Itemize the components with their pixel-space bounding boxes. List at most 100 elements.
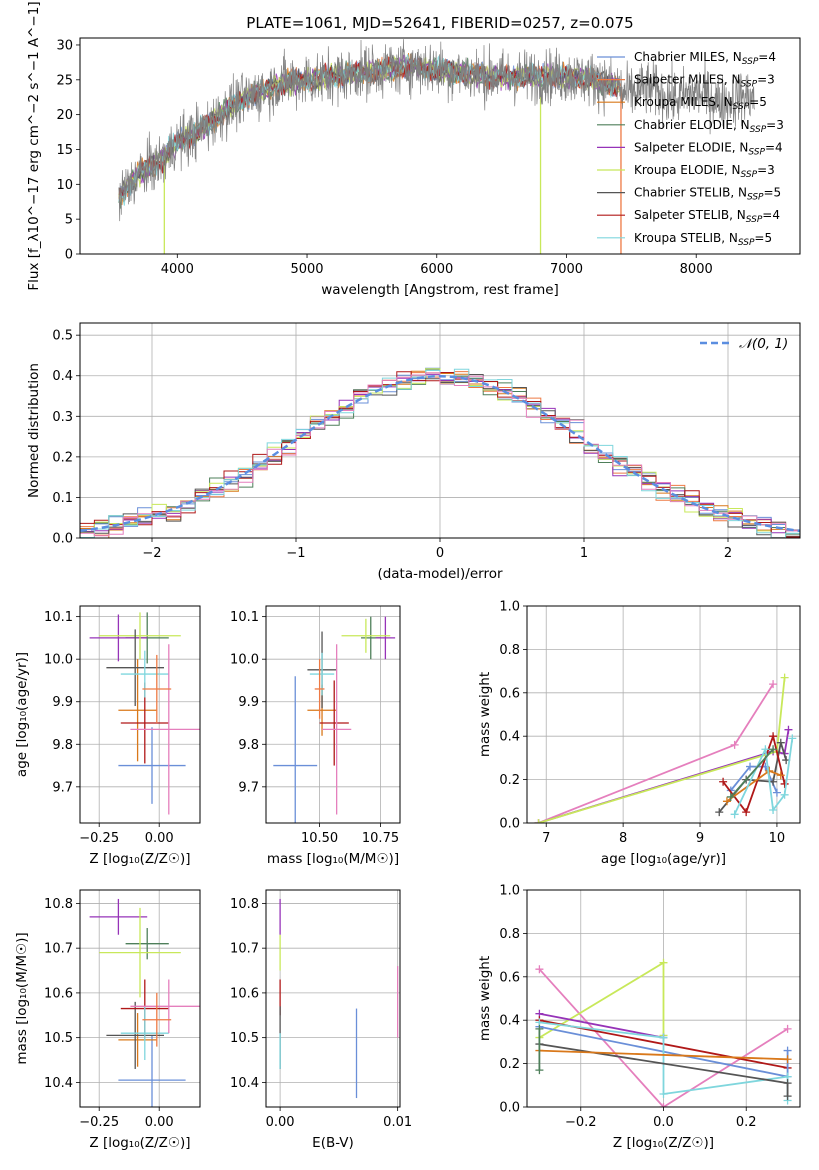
y-axis-label: mass [log₁₀(M/M☉)] xyxy=(14,932,30,1064)
y-tick-label: 0.6 xyxy=(499,970,520,985)
axes-frame xyxy=(265,605,401,824)
errorbar-point xyxy=(341,618,391,653)
legend-sub: SSP xyxy=(747,193,764,203)
axes-frame xyxy=(79,322,801,539)
weight-marker xyxy=(780,790,789,799)
x-tick-label: 4000 xyxy=(161,262,194,277)
y-tick-label: 10 xyxy=(56,178,73,193)
errorbar-point xyxy=(319,680,349,766)
y-tick-label: 0.8 xyxy=(499,927,520,942)
legend-label: Salpeter MILES, NSSP=3 xyxy=(634,73,775,90)
chart-age-vs-z: −0.25 0.00 9.7 9.8 9.9 10.0 10.1 Z [log₁₀(Z/Z☉)… xyxy=(14,605,201,867)
weight-marker xyxy=(719,777,728,786)
x-tick-label: 0.0 xyxy=(653,1115,674,1130)
axes-frame xyxy=(79,605,201,824)
weight-marker xyxy=(535,1024,544,1033)
legend-sub: SSP xyxy=(741,80,758,90)
y-tick-label: 9.9 xyxy=(52,695,73,710)
errorbar-point xyxy=(125,928,169,960)
weight-marker xyxy=(776,738,785,747)
weight-marker xyxy=(788,734,797,743)
y-tick-label: 10.7 xyxy=(230,942,259,957)
axes-frame xyxy=(79,37,801,255)
errorbar-point xyxy=(106,629,164,706)
x-tick-label: −1 xyxy=(286,546,305,561)
legend-sub: SSP xyxy=(750,125,767,135)
chart-residuals: −2 −1 0 1 2 0.0 0.1 0.2 0.3 0.4 0.5 (data-model)/er… xyxy=(26,322,801,582)
y-tick-label: 0.2 xyxy=(52,450,73,465)
weight-marker xyxy=(769,732,778,741)
y-axis-label: mass weight xyxy=(477,956,493,1041)
y-tick-label: 0.3 xyxy=(52,410,73,425)
y-tick-label: 0.2 xyxy=(499,773,520,788)
y-tick-label: 1.0 xyxy=(499,600,520,615)
x-axis-label: wavelength [Angstrom, rest frame] xyxy=(321,282,559,298)
plot-area xyxy=(279,898,399,1099)
y-tick-label: 0.5 xyxy=(52,329,73,344)
x-tick-label: 0.2 xyxy=(736,1115,757,1130)
y-tick-label: 10.8 xyxy=(230,897,259,912)
weight-line xyxy=(538,677,786,823)
y-tick-label: 0.1 xyxy=(52,491,73,506)
legend-sub: SSP xyxy=(746,215,763,225)
weight-marker xyxy=(534,819,543,823)
x-tick-label: 0.01 xyxy=(383,1115,412,1130)
y-tick-label: 0.4 xyxy=(499,1014,520,1029)
weight-line xyxy=(539,1012,664,1039)
weight-marker xyxy=(784,725,793,734)
weight-marker xyxy=(722,797,731,806)
data-spectrum xyxy=(118,39,755,222)
plot-area xyxy=(89,898,200,1107)
weight-marker xyxy=(730,740,739,749)
weight-marker xyxy=(783,1046,792,1055)
legend-value: =4 xyxy=(762,208,780,222)
legend-value: =3 xyxy=(757,163,775,177)
weight-marker xyxy=(746,762,755,771)
y-tick-label: 0 xyxy=(65,248,73,263)
errorbar-point xyxy=(273,676,318,823)
y-tick-label: 9.9 xyxy=(238,695,259,710)
chart-spectrum: 4000 5000 6000 7000 8000 0 5 10 15 20 25 30 waveleng… xyxy=(26,1,801,298)
y-tick-label: 0.0 xyxy=(499,1101,520,1116)
errorbar-point xyxy=(130,979,200,1034)
errorbar-point xyxy=(118,1035,186,1107)
y-axis-label: Normed distribution xyxy=(26,363,42,498)
y-axis-label: age [log₁₀(age/yr)] xyxy=(14,652,30,777)
x-tick-label: 0.00 xyxy=(145,831,174,846)
weight-marker xyxy=(783,1024,792,1033)
errorbar-point xyxy=(118,727,186,804)
x-axis-label: Z [log₁₀(Z/Z☉)] xyxy=(89,851,190,867)
weight-marker xyxy=(659,1103,668,1107)
x-tick-label: −0.25 xyxy=(79,1115,119,1130)
x-tick-label: −0.2 xyxy=(565,1115,597,1130)
plot-area xyxy=(80,367,800,538)
y-tick-label: 0.2 xyxy=(499,1057,520,1072)
x-axis-label: age [log₁₀(age/yr)] xyxy=(601,851,726,867)
y-tick-label: 0.8 xyxy=(499,643,520,658)
plot-area xyxy=(535,958,792,1107)
errorbar-point xyxy=(142,654,172,724)
y-tick-label: 10.0 xyxy=(230,653,259,668)
x-tick-label: 7 xyxy=(542,831,550,846)
y-tick-label: 10.4 xyxy=(44,1076,73,1091)
x-tick-label: 2 xyxy=(724,546,732,561)
x-tick-label: −2 xyxy=(142,546,161,561)
weight-marker xyxy=(742,808,751,817)
weight-marker xyxy=(780,673,789,682)
errorbar-point xyxy=(322,644,352,815)
x-tick-label: 0.00 xyxy=(145,1115,174,1130)
errorbar-point xyxy=(375,616,396,660)
x-axis-label: Z [log₁₀(Z/Z☉)] xyxy=(89,1135,190,1151)
x-tick-label: −0.25 xyxy=(79,831,119,846)
errorbar-point xyxy=(118,1013,157,1067)
weight-marker xyxy=(780,779,789,788)
legend-label: Chabrier ELODIE, NSSP=3 xyxy=(634,118,784,135)
figure-title: PLATE=1061, MJD=52641, FIBERID=0257, z=0… xyxy=(246,14,633,32)
x-tick-label: 0.00 xyxy=(266,1115,295,1130)
weight-line xyxy=(539,1049,788,1061)
weight-marker xyxy=(535,1066,544,1075)
y-tick-label: 0.6 xyxy=(499,686,520,701)
y-axis-label: Flux [f_λ10^−17 erg cm^−2 s^−1 A^−1] xyxy=(26,1,42,290)
y-tick-label: 10.5 xyxy=(230,1031,259,1046)
